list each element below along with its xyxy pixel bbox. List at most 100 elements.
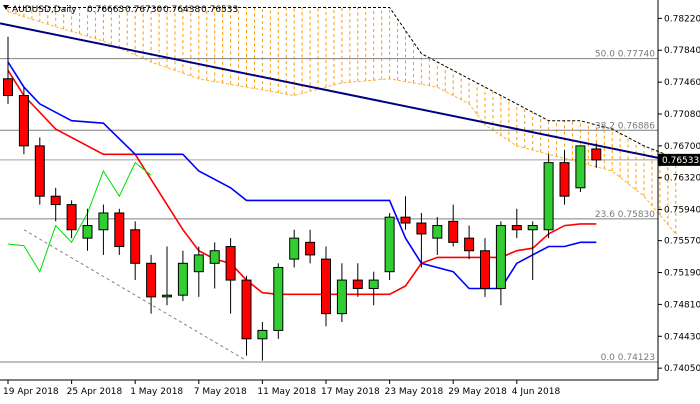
candle [432, 217, 443, 255]
candle [591, 143, 602, 168]
candle [114, 208, 125, 255]
price-tick-label: 0.77840 [664, 46, 700, 56]
candle [34, 137, 45, 205]
candle-body-bearish [3, 78, 13, 97]
time-tick-label: 19 Apr 2018 [3, 387, 59, 397]
candle [384, 212, 395, 281]
time-tick-label: 17 May 2018 [321, 387, 380, 397]
price-tick-label: 0.75570 [664, 237, 700, 247]
candle-body-bullish [543, 162, 554, 231]
candle [241, 275, 252, 356]
candle-body-bearish [416, 222, 427, 235]
candle [352, 263, 363, 297]
candle [18, 87, 29, 155]
kijun-line [7, 61, 597, 290]
cloud-span-b-line [8, 7, 676, 159]
price-tick-label: 0.75190 [664, 269, 700, 279]
candle [480, 238, 490, 297]
time-axis: 19 Apr 2018 25 Apr 2018 1 May 2018 7 May 20… [3, 380, 560, 397]
price-tick-label: 0.74810 [664, 300, 700, 310]
candle [495, 221, 506, 306]
candle [193, 246, 204, 297]
candle-body-bearish [114, 212, 125, 248]
candle-body-bearish [66, 204, 77, 231]
chikou-line [7, 161, 152, 273]
current-price-label: 0.76533 [662, 156, 699, 166]
candle [527, 221, 538, 281]
candle-body-bullish [575, 145, 586, 189]
price-tick-label: 0.77080 [664, 110, 700, 120]
candle-body-bearish [480, 250, 490, 289]
candle-body-bullish [273, 266, 284, 331]
fib-level-label: 50.0 0.77740 [595, 50, 655, 60]
candle-body-bearish [400, 216, 411, 224]
candle [162, 246, 172, 306]
fib-level-label: 0.0 0.74123 [601, 353, 655, 363]
candle [543, 154, 554, 239]
candle [130, 221, 141, 281]
time-tick-label: 7 May 2018 [194, 387, 247, 397]
candle-body-bullish [162, 294, 172, 298]
candle [448, 204, 459, 247]
candle [289, 229, 300, 268]
candle-body-bearish [321, 258, 331, 315]
candle-body-bearish [448, 220, 459, 243]
candle-body-bearish [225, 246, 236, 281]
candle-body-bearish [146, 262, 157, 298]
time-tick-label: 29 May 2018 [448, 387, 507, 397]
candle [66, 200, 77, 239]
candle [3, 36, 13, 104]
candle [146, 254, 157, 314]
candle-body-bullish [384, 216, 395, 273]
candle-body-bullish [527, 225, 538, 231]
cloud-span-a-line [7, 11, 677, 235]
ichimoku-cloud [7, 7, 677, 235]
candle-body-bearish [559, 162, 570, 197]
candle [50, 187, 61, 222]
candle-body-bullish [368, 279, 379, 289]
header-symbol: AUDUSD,Daily [12, 5, 77, 15]
price-tick-label: 0.78220 [664, 14, 700, 24]
candle-body-bearish [305, 241, 316, 256]
header-close: 0.76533 [201, 5, 238, 15]
time-tick-label: 1 May 2018 [130, 387, 183, 397]
tenkan-line [7, 69, 597, 296]
resistance-trendline [0, 22, 669, 161]
candle [209, 242, 220, 289]
candle-body-bullish [209, 250, 220, 264]
candle [575, 145, 586, 192]
indicator-lines [7, 61, 597, 296]
price-axis: 0.78220 0.77840 0.77460 0.77080 0.76700 0.763… [658, 14, 700, 374]
candle-body-bullish [193, 254, 204, 273]
candle-body-bearish [511, 225, 522, 231]
support-trendline [23, 229, 247, 362]
fib-level-label: 23.6 0.75830 [595, 210, 655, 220]
fib-level-label: 38.2 0.76886 [595, 121, 655, 131]
header-low: 0.76438 [163, 5, 200, 15]
trendlines [0, 22, 669, 362]
candle [368, 271, 379, 306]
candle [305, 229, 316, 264]
price-tick-label: 0.74430 [664, 332, 700, 342]
candle [273, 263, 284, 339]
candle [464, 225, 475, 260]
time-tick-label: 25 Apr 2018 [67, 387, 123, 397]
candle [416, 212, 427, 268]
candle-body-bearish [130, 229, 141, 264]
header-open: 0.76663 [87, 5, 124, 15]
candle [177, 250, 188, 302]
candle-body-bullish [257, 329, 268, 340]
candle-body-bearish [18, 95, 29, 147]
header-collapse-icon [3, 5, 9, 10]
candle [336, 263, 347, 323]
candle [82, 208, 93, 251]
time-tick-label: 11 May 2018 [257, 387, 316, 397]
candle-body-bullish [177, 262, 188, 296]
candle [257, 322, 268, 361]
candle [559, 150, 570, 205]
price-tick-label: 0.76700 [664, 142, 700, 152]
candle-body-bearish [34, 145, 45, 197]
time-tick-label: 4 Jun 2018 [512, 387, 561, 397]
